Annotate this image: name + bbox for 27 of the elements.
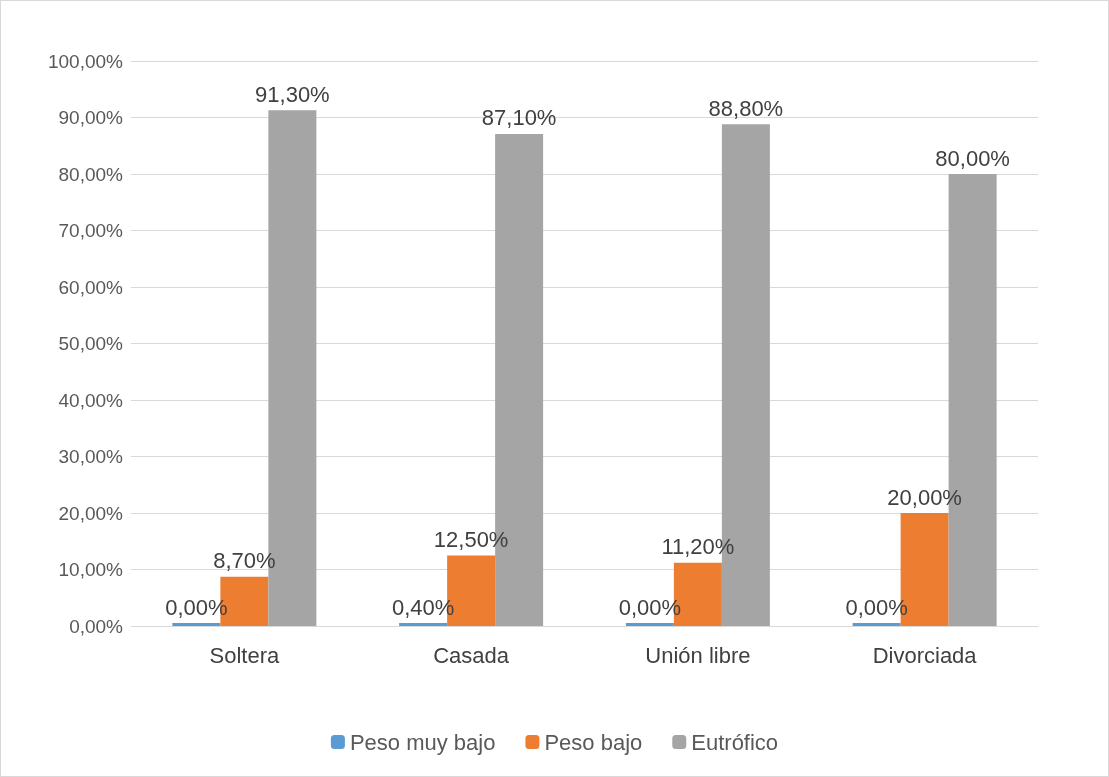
data-label: 80,00% [935,145,1010,171]
data-label: 20,00% [887,484,962,510]
y-tick-label: 20,00% [58,502,124,524]
y-tick-label: 100,00% [47,50,124,72]
y-tick-label: 50,00% [58,333,124,354]
data-label: 88,80% [708,95,784,121]
y-tick-label: 80,00% [58,163,124,185]
data-label: 8,70% [213,548,276,574]
y-tick-label: 70,00% [58,220,124,241]
legend-label: Peso muy bajo [349,729,496,755]
y-tick-label: 30,00% [58,446,124,467]
data-label: 12,50% [433,526,509,552]
x-tick-label: Divorciada [872,642,978,668]
x-tick-label: Casada [433,642,510,668]
bar [399,623,448,626]
y-tick-label: 10,00% [58,559,124,580]
y-tick-label: 0,00% [69,615,124,637]
y-tick-label: 40,00% [58,389,124,411]
data-label: 87,10% [481,105,557,131]
x-tick-label: Soltera [209,642,280,668]
data-label: 91,30% [255,81,330,107]
legend-label: Peso bajo [544,729,643,755]
y-tick-label: 60,00% [58,276,124,298]
x-tick-label: Unión libre [645,642,751,668]
legend-label: Eutrófico [691,729,779,755]
data-label: 11,20% [661,534,735,560]
y-tick-label: 90,00% [58,107,124,128]
